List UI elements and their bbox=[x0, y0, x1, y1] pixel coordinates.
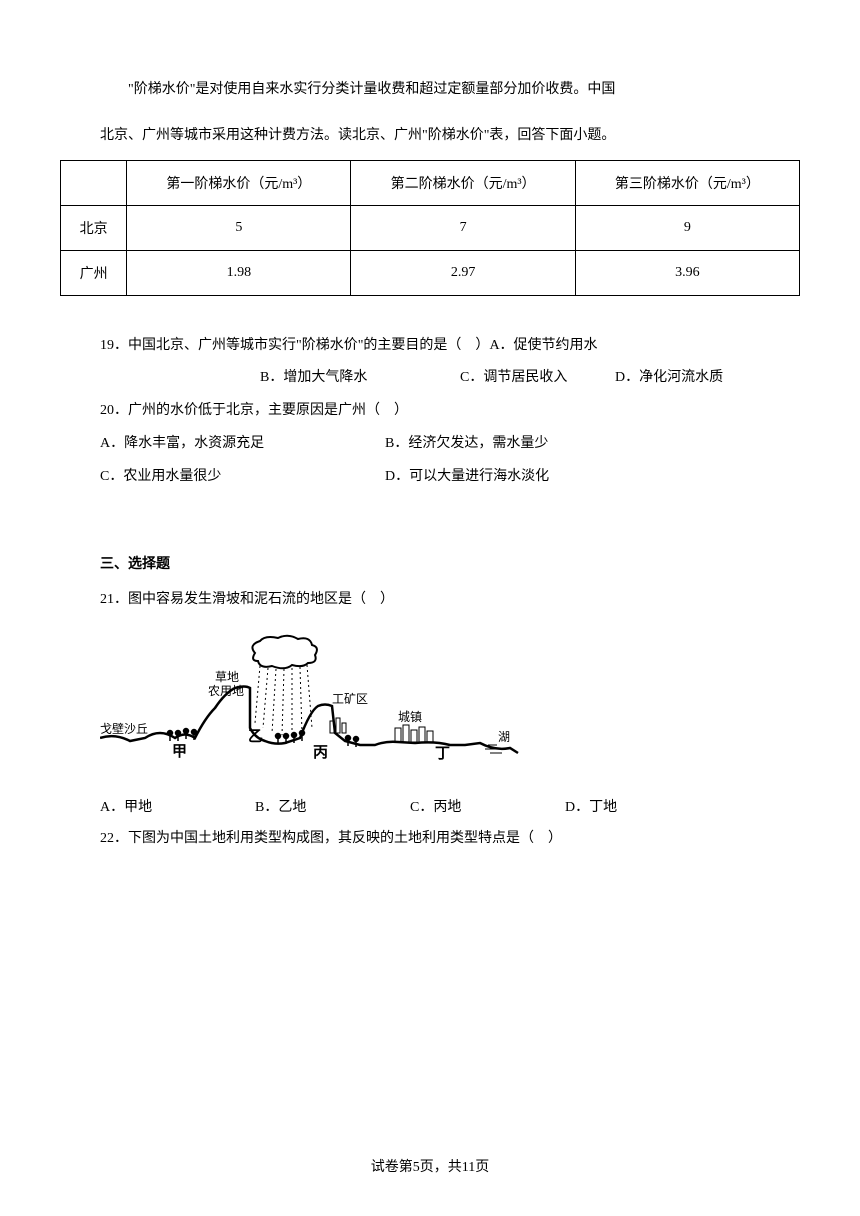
table-header-tier2: 第二阶梯水价（元/m³） bbox=[351, 160, 575, 205]
q20-opt-a: A．降水丰富，水资源充足 bbox=[100, 429, 385, 460]
question-22: 22．下图为中国土地利用类型构成图，其反映的土地利用类型特点是（ ） bbox=[60, 824, 800, 855]
section-title: 三、选择题 bbox=[60, 553, 800, 573]
price-cell: 9 bbox=[575, 205, 799, 250]
intro-line-2: 北京、广州等城市采用这种计费方法。读北京、广州"阶梯水价"表，回答下面小题。 bbox=[60, 121, 800, 152]
page-footer: 试卷第5页，共11页 bbox=[0, 1156, 860, 1176]
q19-options: B．增加大气降水 C．调节居民收入 D．净化河流水质 bbox=[60, 363, 800, 394]
table-row: 北京 5 7 9 bbox=[61, 205, 800, 250]
q20-options: A．降水丰富，水资源充足 B．经济欠发达，需水量少 C．农业用水量很少 D．可以… bbox=[60, 429, 800, 493]
q19-text: 19．中国北京、广州等城市实行"阶梯水价"的主要目的是（ ） bbox=[100, 338, 489, 353]
q21-opt-d: D．丁地 bbox=[565, 793, 720, 824]
q20-opt-b: B．经济欠发达，需水量少 bbox=[385, 429, 548, 460]
table-row: 广州 1.98 2.97 3.96 bbox=[61, 250, 800, 295]
q20-opt-d: D．可以大量进行海水淡化 bbox=[385, 462, 549, 493]
q21-opt-c: C．丙地 bbox=[410, 793, 565, 824]
q19-opt-d: D．净化河流水质 bbox=[615, 363, 800, 394]
q19-opt-b: B．增加大气降水 bbox=[260, 363, 460, 394]
svg-text:丁: 丁 bbox=[435, 746, 450, 762]
price-cell: 5 bbox=[127, 205, 351, 250]
question-21: 21．图中容易发生滑坡和泥石流的地区是（ ） bbox=[60, 585, 800, 616]
table-header-empty bbox=[61, 160, 127, 205]
q20-opt-c: C．农业用水量很少 bbox=[100, 462, 385, 493]
city-cell: 广州 bbox=[61, 250, 127, 295]
price-cell: 2.97 bbox=[351, 250, 575, 295]
city-cell: 北京 bbox=[61, 205, 127, 250]
table-header-tier1: 第一阶梯水价（元/m³） bbox=[127, 160, 351, 205]
price-cell: 7 bbox=[351, 205, 575, 250]
price-table: 第一阶梯水价（元/m³） 第二阶梯水价（元/m³） 第三阶梯水价（元/m³） 北… bbox=[60, 160, 800, 296]
svg-text:工矿区: 工矿区 bbox=[332, 692, 368, 706]
q19-opt-a: A．促使节约用水 bbox=[489, 338, 597, 353]
price-cell: 1.98 bbox=[127, 250, 351, 295]
question-19: 19．中国北京、广州等城市实行"阶梯水价"的主要目的是（ ）A．促使节约用水 bbox=[60, 331, 800, 362]
svg-text:农用地: 农用地 bbox=[208, 684, 244, 698]
price-cell: 3.96 bbox=[575, 250, 799, 295]
table-header-tier3: 第三阶梯水价（元/m³） bbox=[575, 160, 799, 205]
terrain-diagram: 戈壁沙丘 草地 农用地 工矿区 城镇 湖 甲 乙 丙 丁 bbox=[100, 633, 520, 781]
q21-opt-b: B．乙地 bbox=[255, 793, 410, 824]
q19-opt-c: C．调节居民收入 bbox=[460, 363, 615, 394]
svg-text:城镇: 城镇 bbox=[398, 710, 422, 724]
q21-options: A．甲地 B．乙地 C．丙地 D．丁地 bbox=[60, 793, 800, 824]
svg-text:甲: 甲 bbox=[172, 743, 187, 760]
intro-line-1: "阶梯水价"是对使用自来水实行分类计量收费和超过定额量部分加价收费。中国 bbox=[60, 75, 800, 106]
svg-text:丙: 丙 bbox=[313, 744, 328, 761]
question-20: 20．广州的水价低于北京，主要原因是广州（ ） bbox=[60, 396, 800, 427]
svg-text:草地: 草地 bbox=[215, 670, 239, 684]
svg-text:乙: 乙 bbox=[248, 729, 263, 745]
svg-text:湖: 湖 bbox=[498, 729, 510, 744]
svg-text:戈壁沙丘: 戈壁沙丘 bbox=[100, 721, 148, 736]
q21-opt-a: A．甲地 bbox=[100, 793, 255, 824]
